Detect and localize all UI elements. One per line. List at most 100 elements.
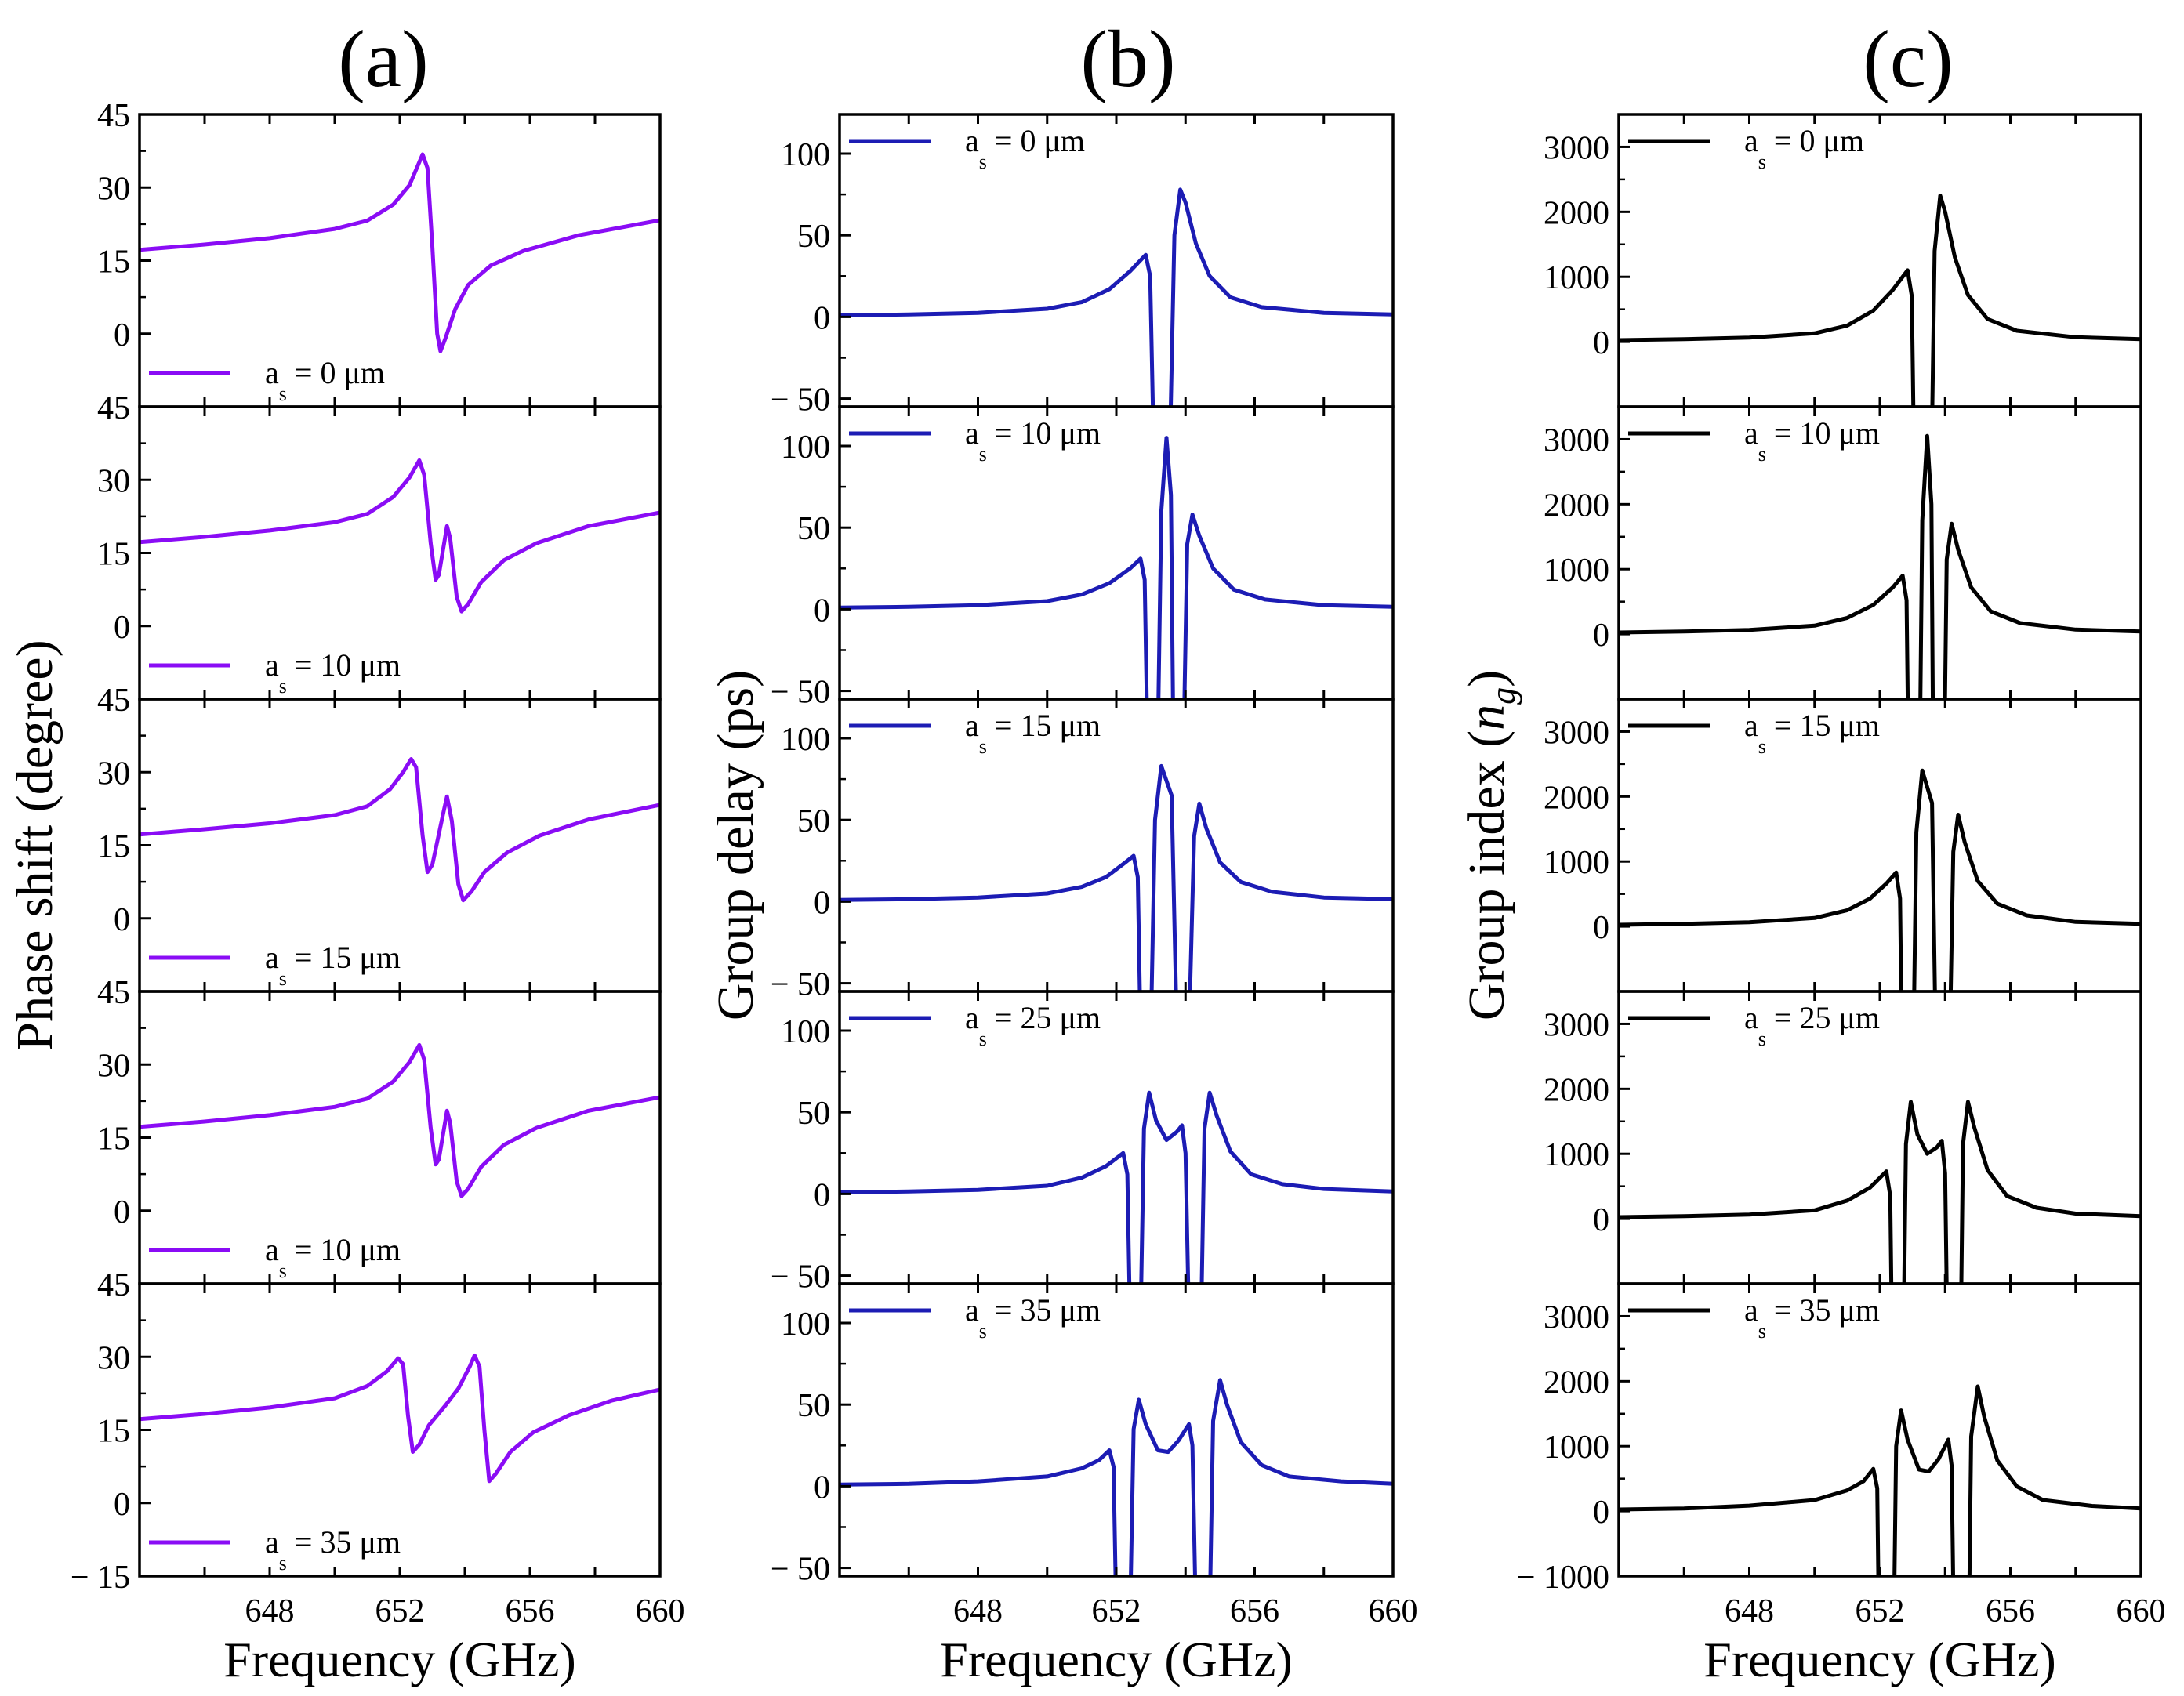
panel-a: (a) Phase shift (degree) 648 652 656 660 Frequ…	[6, 14, 685, 1687]
legend: as = 15 μm	[849, 708, 1101, 758]
x-tick-label: 660	[1369, 1593, 1418, 1629]
y-tick-label: 45	[97, 683, 130, 719]
y-tick-label: 15	[97, 1122, 130, 1158]
y-tick-label: 2000	[1544, 487, 1609, 524]
legend-value: = 35 μm	[295, 1524, 401, 1560]
legend-label: as = 25 μm	[965, 1000, 1101, 1050]
x-tick-label: 652	[1092, 1593, 1141, 1629]
legend-subscript: s	[979, 735, 987, 758]
y-tick-label: − 50	[771, 675, 830, 711]
legend-symbol: a	[265, 1524, 279, 1560]
y-tick-label: − 50	[771, 967, 830, 1003]
legend-subscript: s	[979, 1320, 987, 1343]
y-tick-label: 0	[114, 317, 130, 353]
x-tick-label: 648	[953, 1593, 1003, 1629]
legend: as = 10 μm	[1628, 415, 1880, 466]
plot-frame	[1617, 113, 2142, 408]
subplot: − 50 0 50 100 as = 35 μm	[771, 1282, 1395, 1588]
y-tick-label: 0	[814, 1470, 830, 1506]
panel-c: (c) Group index (ng) 648 652 656 660 Frequency…	[1458, 14, 2166, 1687]
series-line	[840, 436, 1393, 699]
legend-symbol: a	[1744, 1000, 1758, 1035]
y-tick-label: 2000	[1544, 1072, 1609, 1108]
x-tick-label: 652	[1856, 1593, 1905, 1629]
y-axis-label-close: )	[1458, 670, 1515, 687]
series-line	[840, 1090, 1393, 1284]
legend: as = 15 μm	[1628, 708, 1880, 758]
legend: as = 0 μm	[1628, 123, 1864, 173]
legend-label: as = 10 μm	[1744, 415, 1880, 466]
series-line	[140, 1042, 660, 1198]
legend-subscript: s	[1758, 1320, 1766, 1343]
y-tick-label: 3000	[1544, 422, 1609, 458]
y-tick-label: 3000	[1544, 1007, 1609, 1043]
legend-symbol: a	[1744, 123, 1758, 158]
subplot: 0 1000 2000 3000 as = 10 μm	[1544, 405, 2142, 701]
legend-label: as = 10 μm	[265, 647, 401, 698]
legend-subscript: s	[279, 1552, 287, 1575]
y-tick-label: 0	[1593, 1495, 1609, 1531]
legend-symbol: a	[965, 1292, 979, 1328]
legend-label: as = 15 μm	[965, 708, 1101, 758]
y-tick-label: 100	[781, 1014, 830, 1050]
y-axis-label: Group index (ng)	[1458, 670, 1522, 1020]
legend-value: = 0 μm	[995, 123, 1085, 158]
series-line	[1619, 433, 2141, 699]
subplot: 0 1000 2000 3000 as = 25 μm	[1544, 990, 2142, 1285]
y-tick-label: − 1000	[1517, 1560, 1609, 1596]
subplot: 0 15 30 45 − 15 as = 35 μm	[71, 1267, 662, 1596]
y-tick-label: 0	[1593, 618, 1609, 654]
legend-subscript: s	[279, 675, 287, 698]
plot-frame	[838, 113, 1395, 408]
legend: as = 0 μm	[849, 123, 1085, 173]
y-tick-label: 15	[97, 1414, 130, 1450]
x-tick-label: 656	[1230, 1593, 1279, 1629]
y-tick-label: 0	[114, 1194, 130, 1230]
y-tick-label: 30	[97, 1048, 130, 1084]
legend-label: as = 15 μm	[265, 940, 401, 990]
legend-value: = 10 μm	[995, 415, 1101, 451]
y-tick-label: 30	[97, 463, 130, 499]
legend-value: = 35 μm	[1774, 1292, 1880, 1328]
y-tick-label: 100	[781, 722, 830, 758]
legend-subscript: s	[279, 967, 287, 990]
legend-label: as = 15 μm	[1744, 708, 1880, 758]
x-axis-label: Frequency (GHz)	[940, 1632, 1293, 1687]
y-tick-label: 0	[114, 1487, 130, 1523]
legend-symbol: a	[965, 123, 979, 158]
legend-value: = 10 μm	[1774, 415, 1880, 451]
series-line	[140, 1353, 660, 1484]
legend-value: = 0 μm	[1774, 123, 1864, 158]
y-tick-label: 30	[97, 171, 130, 207]
legend-symbol: a	[265, 355, 279, 390]
series-line	[140, 152, 660, 353]
y-tick-label: 1000	[1544, 845, 1609, 881]
legend-label: as = 0 μm	[265, 355, 385, 405]
legend-value: = 10 μm	[295, 1232, 401, 1267]
series-line	[140, 458, 660, 614]
y-tick-label: 0	[114, 610, 130, 646]
y-axis-label-var: n	[1458, 705, 1515, 730]
legend-value: = 15 μm	[1774, 708, 1880, 743]
subplot: 0 15 30 45 as = 15 μm	[97, 683, 662, 993]
y-tick-label: 15	[97, 829, 130, 865]
legend: as = 25 μm	[1628, 1000, 1880, 1050]
y-axis-label: Group delay (ps)	[707, 670, 764, 1020]
legend-value: = 10 μm	[295, 647, 401, 683]
y-tick-label: 3000	[1544, 130, 1609, 166]
panel-title: (b)	[1080, 14, 1175, 104]
subplot: 0 15 30 45 as = 0 μm	[97, 98, 662, 408]
series-line	[1619, 1384, 2141, 1576]
y-tick-label: 0	[1593, 325, 1609, 361]
y-tick-label: 50	[797, 511, 830, 547]
legend-label: as = 35 μm	[1744, 1292, 1880, 1343]
panel-title: (c)	[1863, 14, 1953, 104]
y-tick-label: 1000	[1544, 553, 1609, 589]
legend-symbol: a	[1744, 1292, 1758, 1328]
y-tick-label: 50	[797, 1096, 830, 1132]
x-tick-label: 656	[506, 1593, 555, 1629]
series-line	[1619, 194, 2141, 407]
legend-label: as = 10 μm	[965, 415, 1101, 466]
y-tick-label: 2000	[1544, 780, 1609, 816]
